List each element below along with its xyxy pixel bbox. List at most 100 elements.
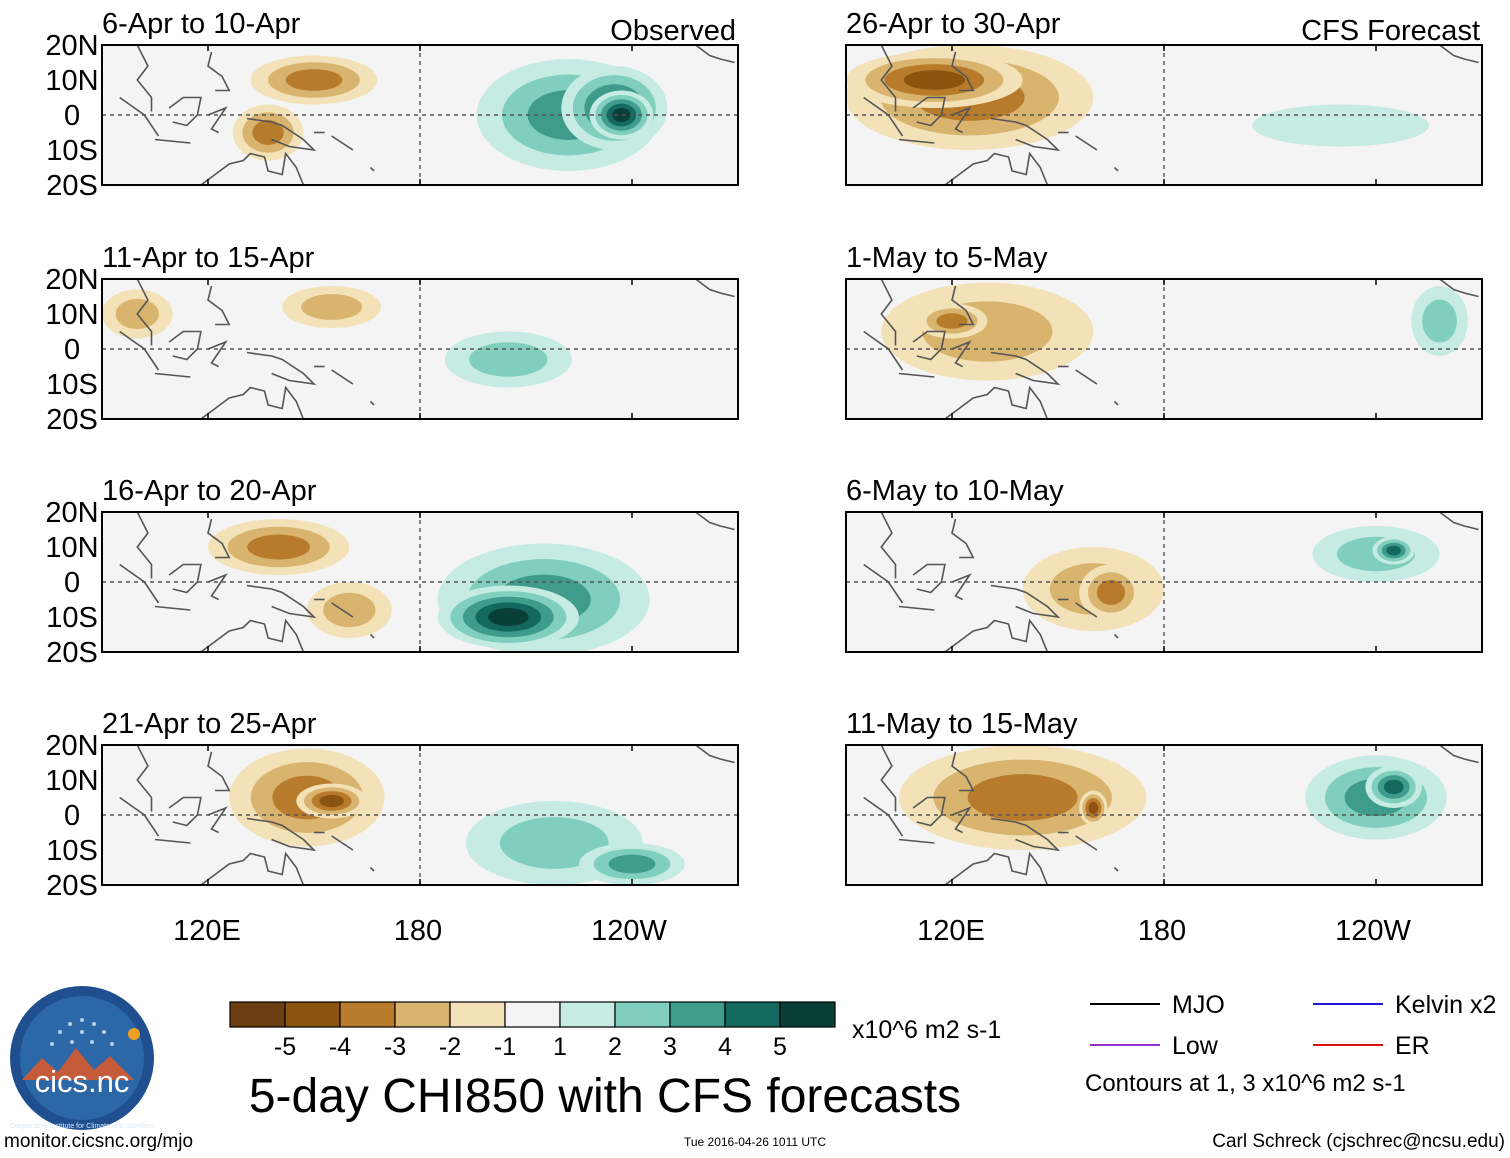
x-tick-120e: 120E (173, 915, 241, 947)
anomaly-blob (967, 774, 1078, 821)
coastline (942, 151, 1049, 185)
coastline (331, 602, 354, 618)
panel-tag: Observed (610, 15, 736, 47)
coastline (246, 351, 317, 386)
coastline (898, 838, 935, 844)
colorbar-tick-label: -5 (274, 1033, 296, 1061)
anomaly-blob (612, 108, 631, 122)
colorbar-swatch (724, 1001, 781, 1028)
panel-period: 1-May to 5-May (846, 242, 1048, 274)
panel-period: 16-Apr to 20-Apr (102, 475, 317, 507)
colorbar-tick-label: 5 (773, 1033, 787, 1061)
colorbar-tick-label: -3 (384, 1033, 406, 1061)
coastlines (119, 45, 735, 185)
coastline (168, 796, 202, 827)
coastline (942, 618, 1049, 652)
x-tick-120e: 120E (917, 915, 985, 947)
y-tick-label: 10N (45, 532, 98, 564)
legend-label: MJO (1172, 991, 1225, 1019)
coastlines (863, 512, 1479, 652)
panel-period: 6-May to 10-May (846, 475, 1064, 507)
coastline (136, 279, 153, 346)
coastline (951, 518, 975, 559)
shading-layer (899, 745, 1447, 850)
y-tick-label: 0 (64, 334, 80, 366)
colorbar-tick-label: -4 (329, 1033, 351, 1061)
coastline (369, 400, 375, 406)
coastlines (119, 279, 735, 419)
colorbar-swatch (449, 1001, 506, 1028)
y-tick-label: 20S (46, 404, 98, 436)
y-tick-label: 20S (46, 637, 98, 669)
anomaly-blob (1088, 801, 1099, 815)
coastline (207, 340, 228, 368)
anomaly-blob (1096, 580, 1126, 605)
coastline (1113, 866, 1119, 872)
coastline (154, 138, 191, 144)
colorbar-swatch (779, 1001, 836, 1028)
y-tick-label: 10S (46, 135, 98, 167)
coastline (951, 51, 975, 92)
colorbar-swatch (284, 1001, 341, 1028)
y-tick-label: 20S (46, 870, 98, 902)
coastlines (119, 745, 735, 885)
panel-period: 6-Apr to 10-Apr (102, 8, 301, 40)
coastline (951, 285, 975, 326)
logo-sun (128, 1028, 140, 1040)
coastline (331, 835, 354, 851)
coastline (136, 512, 153, 579)
y-tick-label: 10N (45, 765, 98, 797)
coastline (898, 605, 935, 611)
x-tick-180: 180 (1138, 915, 1186, 947)
coastline (198, 851, 305, 885)
contour-legend: MJO Kelvin x2 Low ER (1090, 991, 1496, 1060)
y-tick-label: 10N (45, 299, 98, 331)
x-tick-120w: 120W (591, 915, 667, 947)
coastlines (863, 745, 1479, 885)
coastline (898, 372, 935, 378)
figure-title: 5-day CHI850 with CFS forecasts (249, 1070, 961, 1123)
coastline (207, 806, 228, 834)
y-tick-label: 20N (45, 264, 98, 296)
coastline (951, 573, 972, 601)
x-tick-180: 180 (394, 915, 442, 947)
anomaly-blob (936, 313, 968, 329)
coastline (1439, 745, 1479, 764)
shading-layer (208, 519, 650, 652)
legend-note: Contours at 1, 3 x10^6 m2 s-1 (1085, 1070, 1406, 1097)
map-panel: 26-Apr to 30-Apr CFS Forecast (845, 8, 1483, 186)
anomaly-blob (1252, 104, 1429, 147)
legend-label: Low (1172, 1032, 1219, 1060)
y-tick-label: 20N (45, 30, 98, 62)
colorbar-tick-label: 3 (663, 1033, 677, 1061)
colorbar-swatch (614, 1001, 671, 1028)
coastline (1439, 512, 1479, 531)
coastline (990, 351, 1061, 386)
anomaly-blob (323, 592, 376, 628)
coastline (198, 618, 305, 652)
logo-dots (50, 1018, 114, 1046)
coastline (990, 584, 1061, 619)
coastline (168, 96, 202, 127)
anomaly-blob (1386, 545, 1402, 556)
y-tick-label: 10S (46, 835, 98, 867)
logo-mountains (22, 1048, 134, 1080)
coastline (880, 279, 897, 346)
coastline (942, 851, 1049, 885)
coastlines (863, 45, 1479, 185)
coastline (880, 45, 897, 112)
panel-period: 11-May to 15-May (846, 708, 1078, 740)
coastline (880, 745, 897, 812)
colorbar-swatch (339, 1001, 396, 1028)
x-tick-120w: 120W (1335, 915, 1411, 947)
coastline (207, 51, 231, 92)
anomaly-blob (469, 342, 548, 377)
panel-period: 21-Apr to 25-Apr (102, 708, 317, 740)
coastline (246, 117, 317, 152)
coastline (154, 838, 191, 844)
anomaly-blob (1422, 299, 1457, 343)
coastline (207, 573, 228, 601)
colorbar: -5 -4 -3 -2 -1 1 2 3 4 5 (229, 1001, 836, 1061)
y-tick-label: 20S (46, 170, 98, 202)
coastline (951, 340, 972, 368)
